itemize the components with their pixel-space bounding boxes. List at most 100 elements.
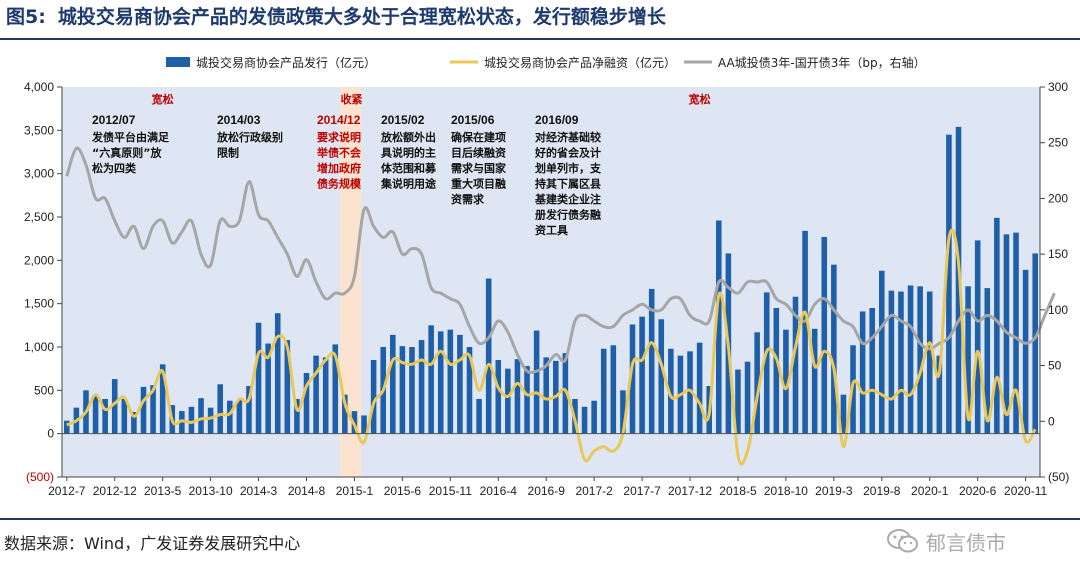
bar-issuance (102, 399, 108, 434)
annotation-line: 增加政府 (317, 161, 361, 175)
annotation-date: 2015/02 (381, 113, 425, 127)
bar-issuance (255, 322, 262, 434)
annotation-line: 体范围和募 (381, 161, 437, 175)
x-tick-label: 2017-12 (668, 484, 712, 498)
bar-issuance (600, 348, 607, 434)
annotation-line: 划单列市，支 (535, 161, 602, 175)
bar-issuance (140, 386, 147, 434)
bar-issuance (974, 240, 981, 434)
annotation-date: 2012/07 (92, 113, 136, 127)
line-spread (65, 146, 1056, 375)
annotation-line: 对经济基础较 (535, 130, 601, 144)
y-tick-label-right: 100 (1048, 303, 1068, 317)
bar-issuance (965, 286, 971, 434)
annotation-line: 放松额外出 (380, 130, 436, 144)
bar-issuance (754, 332, 760, 434)
annotation-line: 基建类企业注 (534, 192, 601, 206)
y-tick-label-left: 500 (34, 383, 54, 397)
bar-issuance (533, 330, 540, 434)
bar-issuance (716, 220, 722, 434)
annotation-date: 2015/06 (451, 113, 495, 127)
x-tick-label: 2013-10 (189, 484, 233, 498)
annotation-line: 资工具 (535, 223, 568, 237)
y-tick-label-left: 3,500 (24, 123, 54, 137)
bar-issuance (131, 412, 137, 434)
chart: (500)05001,0001,5002,0002,5003,0003,5004… (24, 55, 1069, 498)
bar-issuance (984, 288, 991, 434)
x-tick-label: 2013-5 (144, 484, 182, 498)
bar-issuance (821, 236, 828, 434)
bar-issuance (466, 347, 473, 434)
figure-title-text: 城投交易商协会产品的发债政策大多处于合理宽松状态，发行额稳步增长 (57, 6, 666, 28)
y-tick-label-right: (50) (1048, 470, 1069, 484)
legend-label: 城投交易商协会产品发行（亿元） (196, 55, 376, 70)
bar-issuance (687, 351, 693, 434)
annotation-line: 要求说明 (317, 130, 361, 144)
annotation-date: 2014/03 (217, 113, 261, 127)
bar-issuance (629, 324, 636, 434)
bar-issuance (831, 264, 837, 434)
bar-issuance (994, 217, 1000, 434)
bar-issuance (792, 296, 799, 434)
y-tick-label-left: 3,000 (24, 167, 54, 181)
policy-regime-label: 收紧 (341, 92, 363, 106)
annotation-line: 资需求 (451, 192, 485, 206)
y-tick-label-right: 300 (1048, 80, 1068, 94)
series-lines (65, 146, 1056, 466)
bar-issuance (907, 285, 914, 434)
bar-issuance (361, 415, 367, 434)
x-tick-label: 2015-1 (336, 484, 374, 498)
y-tick-label-right: 200 (1048, 191, 1068, 205)
annotation-line: 好的省会及计 (534, 146, 601, 160)
bar-issuance (639, 316, 645, 434)
annotation-date: 2014/12 (317, 113, 361, 127)
source-rule (0, 518, 1080, 520)
x-tick-label: 2014-8 (288, 484, 326, 498)
bar-issuance (64, 420, 70, 434)
bar-issuance (859, 311, 866, 434)
bar-issuance (735, 369, 741, 434)
bar-issuance (437, 331, 444, 434)
policy-regime-label: 宽松 (151, 92, 174, 106)
annotation-line: 松为四类 (92, 161, 137, 175)
annotation-line: 发债平台由满足 (91, 130, 170, 144)
bar-issuance (447, 329, 454, 434)
x-tick-label: 2020-6 (959, 484, 997, 498)
y-tick-label-left: 1,000 (24, 340, 54, 354)
bar-issuance (399, 346, 406, 434)
annotation-date: 2016/09 (535, 113, 579, 127)
x-tick-label: 2020-11 (1004, 484, 1047, 498)
bar-issuance (207, 407, 214, 434)
x-tick-label: 2017-2 (575, 484, 613, 498)
annotation-line: 重大项目融 (451, 177, 506, 191)
bar-issuance (274, 313, 281, 434)
bar-issuance (294, 399, 300, 434)
bar-issuance (495, 360, 502, 434)
bar-issuance (92, 394, 99, 434)
y-tick-label-left: 1,500 (24, 297, 54, 311)
bar-issuance (898, 291, 904, 434)
annotation-line: 放松行政级别 (216, 130, 283, 144)
annotation-line: 确保在建项 (451, 130, 506, 144)
bar-issuance (744, 361, 751, 434)
bar-issuance (505, 368, 511, 434)
annotation-line: 集说明用途 (380, 177, 437, 191)
x-tick-label: 2017-7 (623, 484, 661, 498)
bar-issuance (179, 411, 185, 434)
bar-issuance (562, 353, 569, 434)
bar-issuance (879, 270, 885, 434)
y-tick-label-right: 0 (1048, 414, 1055, 428)
y-tick-label-right: 250 (1048, 136, 1068, 150)
title-rule (0, 38, 1080, 40)
x-tick-label: 2012-12 (93, 484, 137, 498)
bar-issuance (869, 308, 875, 434)
tight-band-rect (340, 87, 362, 477)
plot-area (62, 87, 1040, 477)
bar-issuance (1022, 269, 1029, 434)
bar-issuance (111, 379, 118, 434)
bar-issuance (658, 319, 665, 434)
x-tick-label: 2016-9 (528, 484, 566, 498)
watermark-text: 郁言债市 (926, 530, 1006, 555)
bar-issuance (428, 325, 434, 434)
bar-issuance (236, 399, 243, 434)
